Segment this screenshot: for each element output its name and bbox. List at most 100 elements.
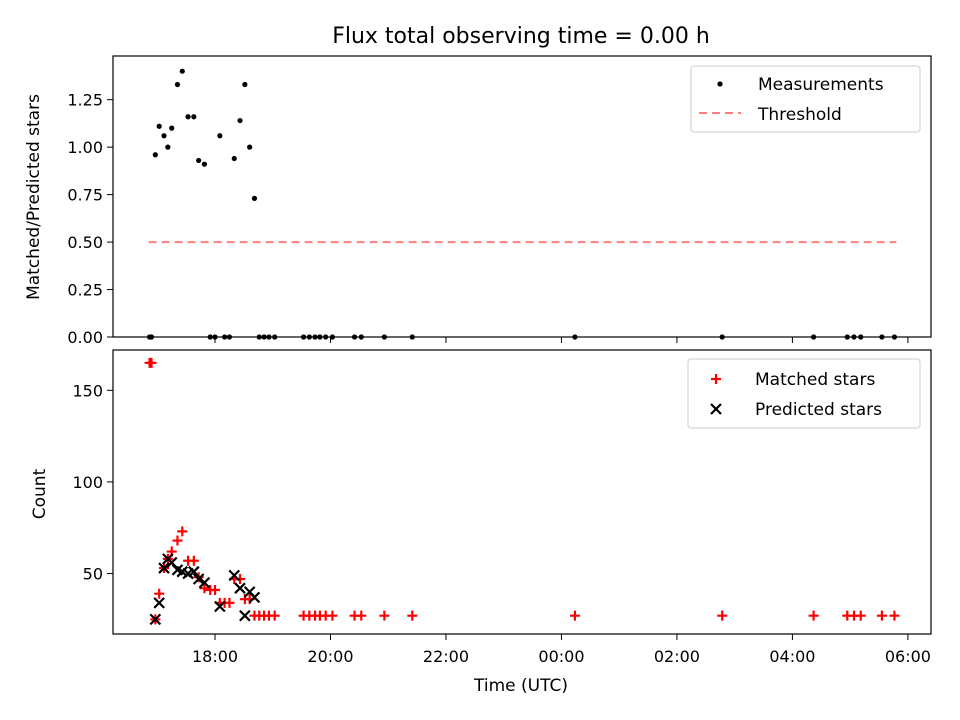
measurement-point bbox=[858, 334, 864, 340]
measurement-point bbox=[351, 334, 358, 340]
measurement-point bbox=[306, 334, 312, 340]
predicted-star-point bbox=[188, 565, 200, 578]
predicted-star-point bbox=[239, 609, 251, 622]
measurement-point bbox=[879, 334, 885, 340]
matched-star-point bbox=[379, 610, 390, 621]
matched-star-point bbox=[407, 610, 418, 621]
measurement-point bbox=[174, 81, 181, 88]
legend-marker-predicted bbox=[710, 403, 722, 415]
matched-star-point bbox=[199, 583, 210, 594]
top-axes-frame bbox=[112, 55, 932, 338]
bottom-axes-frame bbox=[112, 349, 932, 635]
measurement-point bbox=[251, 195, 258, 201]
legend-marker-matched bbox=[711, 374, 721, 384]
measurement-point bbox=[300, 334, 307, 340]
measurement-point bbox=[891, 334, 898, 340]
y-tick-label: 1.00 bbox=[67, 138, 103, 157]
predicted-star-point bbox=[214, 600, 226, 613]
x-tick-label: 22:00 bbox=[423, 647, 469, 666]
measurement-point bbox=[247, 144, 253, 150]
x-tick-label: 06:00 bbox=[885, 647, 931, 666]
measurement-point bbox=[231, 155, 237, 162]
matched-star-point bbox=[569, 610, 580, 621]
measurement-point bbox=[156, 123, 162, 129]
matched-star-point bbox=[889, 610, 900, 621]
legend-marker-measurements bbox=[717, 81, 723, 87]
top-plot: 0.00 0.25 0.50 0.75 1.00 1.25 Measurements Thre… bbox=[67, 55, 932, 347]
matched-star-point bbox=[146, 357, 157, 368]
measurement-point bbox=[261, 334, 267, 340]
legend-label-threshold: Threshold bbox=[757, 105, 842, 125]
matched-star-point bbox=[808, 610, 819, 621]
measurement-point bbox=[196, 157, 202, 164]
predicted-star-point bbox=[158, 562, 170, 574]
matched-star-point bbox=[154, 588, 165, 599]
measurement-point bbox=[329, 334, 336, 340]
measurement-point bbox=[207, 334, 213, 340]
measurement-point bbox=[165, 144, 171, 150]
matched-star-point bbox=[177, 526, 188, 537]
bottom-legend bbox=[687, 358, 921, 429]
measurement-point bbox=[191, 114, 197, 120]
measurement-point bbox=[226, 334, 233, 340]
measurement-point bbox=[217, 133, 223, 139]
x-tick-label: 00:00 bbox=[538, 647, 584, 666]
matched-star-point bbox=[172, 535, 183, 546]
top-legend bbox=[690, 65, 921, 133]
measurement-point bbox=[266, 334, 272, 340]
x-tick-label: 04:00 bbox=[769, 647, 815, 666]
measurement-point bbox=[409, 334, 415, 340]
measurement-point bbox=[358, 334, 364, 340]
matched-star-point bbox=[269, 610, 280, 621]
measurement-point bbox=[844, 334, 850, 340]
predicted-star-point bbox=[234, 582, 246, 594]
matched-star-point bbox=[188, 555, 199, 566]
predicted-star-point bbox=[248, 591, 261, 604]
measurement-point bbox=[201, 161, 208, 167]
measurement-point bbox=[212, 334, 218, 340]
y-tick-label: 0.25 bbox=[67, 281, 103, 300]
measurement-point bbox=[152, 152, 158, 158]
measurement-point bbox=[323, 334, 329, 340]
matched-star-point bbox=[210, 585, 221, 596]
measurement-point bbox=[381, 334, 387, 340]
predicted-stars-series bbox=[149, 553, 261, 626]
matched-star-point bbox=[717, 610, 728, 621]
predicted-star-point bbox=[153, 597, 165, 609]
top-y-axis-label: Matched/Predicted stars bbox=[24, 94, 44, 300]
measurement-point bbox=[851, 334, 857, 340]
predicted-star-point bbox=[198, 576, 211, 589]
x-axis-label: Time (UTC) bbox=[473, 676, 568, 696]
y-tick-label: 0.50 bbox=[67, 233, 103, 252]
matched-star-point bbox=[224, 597, 235, 608]
matched-star-point bbox=[855, 610, 866, 621]
measurement-point bbox=[179, 68, 185, 74]
y-tick-label: 100 bbox=[72, 473, 103, 492]
x-tick-label: 02:00 bbox=[654, 647, 700, 666]
measurement-point bbox=[222, 334, 228, 340]
measurement-point bbox=[185, 114, 191, 120]
measurement-point bbox=[272, 334, 278, 340]
measurement-point bbox=[810, 334, 817, 340]
measurement-point bbox=[572, 334, 578, 340]
measurement-point bbox=[256, 334, 262, 340]
x-tick-label: 18:00 bbox=[192, 647, 238, 666]
matched-star-point bbox=[327, 610, 338, 621]
measurement-point bbox=[237, 117, 243, 124]
measurement-point bbox=[242, 81, 248, 88]
legend-label-measurements: Measurements bbox=[758, 75, 884, 95]
measurement-point bbox=[161, 133, 167, 139]
y-tick-label: 50 bbox=[83, 565, 103, 584]
measurement-point bbox=[312, 334, 318, 340]
measurement-point bbox=[719, 334, 725, 340]
y-tick-label: 150 bbox=[72, 381, 103, 400]
chart-title: Flux total observing time = 0.00 h bbox=[332, 24, 710, 49]
matched-star-point bbox=[876, 610, 887, 621]
measurements-series bbox=[146, 68, 898, 340]
y-tick-label: 0.75 bbox=[67, 186, 103, 205]
predicted-star-point bbox=[228, 569, 241, 582]
predicted-star-point bbox=[149, 613, 162, 626]
measurement-point bbox=[148, 334, 155, 340]
matched-star-point bbox=[356, 610, 367, 621]
